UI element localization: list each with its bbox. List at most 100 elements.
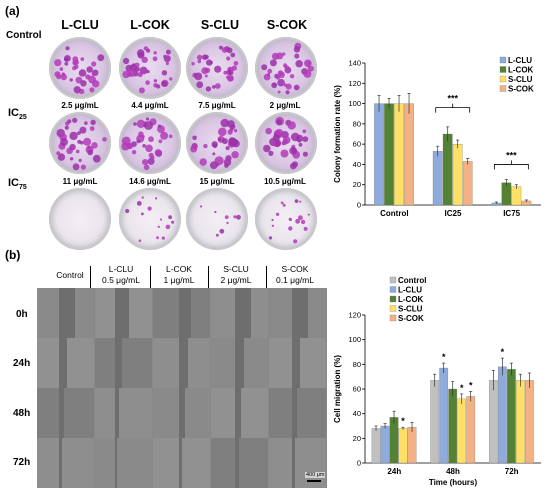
colony-spot <box>161 70 168 76</box>
colony-spot <box>303 69 312 78</box>
colony-spot <box>144 121 153 130</box>
ic75-conc-s-cok: 10.5 μg/mL <box>264 177 306 186</box>
colony-spot <box>289 146 298 155</box>
panel-b-label: (b) <box>5 248 21 262</box>
colony-spot <box>72 60 78 66</box>
migration-image-cell <box>153 338 210 388</box>
wound-gap <box>179 438 182 488</box>
colony-col-header-l-clu: L-CLU <box>61 18 99 32</box>
colony-spot <box>91 61 97 67</box>
colony-spot <box>138 239 142 242</box>
significance-label: * <box>501 347 505 357</box>
y-tick-label: 100 <box>348 335 361 344</box>
x-tick-label: Control <box>380 209 408 218</box>
significance-label: *** <box>447 94 458 104</box>
colony-spot <box>269 59 277 67</box>
colony-row-label-control: Control <box>6 30 42 41</box>
scale-bar-label: 400 μm <box>305 472 326 478</box>
migration-col-header-control: Control <box>56 270 84 280</box>
colony-spot <box>226 221 229 225</box>
colony-spot <box>201 67 209 75</box>
colony-spot <box>283 136 291 144</box>
colony-spot <box>135 66 140 72</box>
colony-spot <box>150 155 155 160</box>
bar <box>442 133 453 206</box>
colony-spot <box>218 137 222 141</box>
colony-spot <box>143 164 150 171</box>
colony-spot <box>226 69 232 76</box>
colony-spot <box>165 61 169 66</box>
colony-spot <box>220 118 230 128</box>
colony-spot <box>85 74 91 80</box>
ic25-conc-s-clu: 7.5 μg/mL <box>198 101 236 110</box>
colony-spot <box>298 215 303 221</box>
colony-spot <box>80 80 87 87</box>
bar <box>371 428 381 464</box>
colony-spot <box>145 80 150 85</box>
bar <box>439 367 449 464</box>
colony-spot <box>168 215 173 220</box>
colony-spot <box>157 124 161 128</box>
legend-swatch <box>389 276 397 284</box>
colony-spot <box>171 220 175 224</box>
colony-spot <box>67 119 72 124</box>
y-tick-label: 60 <box>353 140 361 149</box>
migration-image-cell <box>269 338 326 388</box>
migration-row-label-72h: 72h <box>13 457 31 468</box>
colony-spot <box>69 131 78 141</box>
colony-spot <box>142 144 146 148</box>
ic25-conc-l-clu: 2.5 μg/mL <box>61 101 99 110</box>
colony-col-header-s-clu: S-CLU <box>200 18 240 32</box>
bar <box>394 103 404 206</box>
legend-label: S-COK <box>508 85 534 94</box>
colony-spot <box>277 90 281 94</box>
migration-image-cell <box>153 438 210 488</box>
wound-gap <box>292 288 308 338</box>
colony-spot <box>165 224 171 230</box>
colony-spot <box>157 225 160 228</box>
colony-spot <box>87 149 93 156</box>
colony-spot <box>225 146 230 151</box>
colony-spot <box>218 45 223 50</box>
legend-label: L-CLU <box>398 286 422 295</box>
colony-spot <box>147 206 152 211</box>
colony-spot <box>226 56 231 61</box>
legend-label: S-CLU <box>398 305 423 314</box>
y-tick-label: 20 <box>353 180 361 189</box>
legend-label: S-COK <box>398 314 424 323</box>
colony-spot <box>78 158 82 163</box>
bar <box>507 369 516 464</box>
y-tick-label: 140 <box>348 59 361 68</box>
cell-migration-chart: 0 20 40 60 80 100 120 Cell migration (%) 24h 48h 7… <box>333 276 541 487</box>
colony-spot <box>261 64 268 71</box>
colony-spot <box>154 149 162 157</box>
colony-spot <box>128 69 136 77</box>
migration-row-label-48h: 48h <box>13 408 31 419</box>
bar <box>525 380 534 464</box>
colony-spot <box>56 151 61 156</box>
migration-image-cell <box>269 388 326 438</box>
colony-spot <box>102 137 107 142</box>
y-tick-label: 0 <box>357 201 361 210</box>
colony-spot <box>223 70 228 75</box>
colony-spot <box>224 215 229 220</box>
colony-spot <box>271 218 274 222</box>
colony-spot <box>275 140 281 147</box>
bar <box>389 417 399 464</box>
colony-spot <box>73 86 81 94</box>
migration-image-cell <box>95 388 152 438</box>
colony-spot <box>302 136 309 143</box>
migration-col-header-l-cok: L-COK 1 μg/mL <box>163 264 195 285</box>
colony-spot <box>202 54 208 60</box>
colony-spot <box>63 57 68 62</box>
colony-spot <box>159 218 163 221</box>
legend-label: S-CLU <box>508 75 533 84</box>
wound-gap <box>59 338 67 388</box>
colony-spot <box>227 74 234 82</box>
legend-label: L-COK <box>398 295 424 304</box>
colony-spot <box>265 127 272 135</box>
colony-spot <box>121 136 131 146</box>
colony-spot <box>64 61 69 66</box>
colony-spot <box>90 119 96 126</box>
bar <box>516 380 525 464</box>
